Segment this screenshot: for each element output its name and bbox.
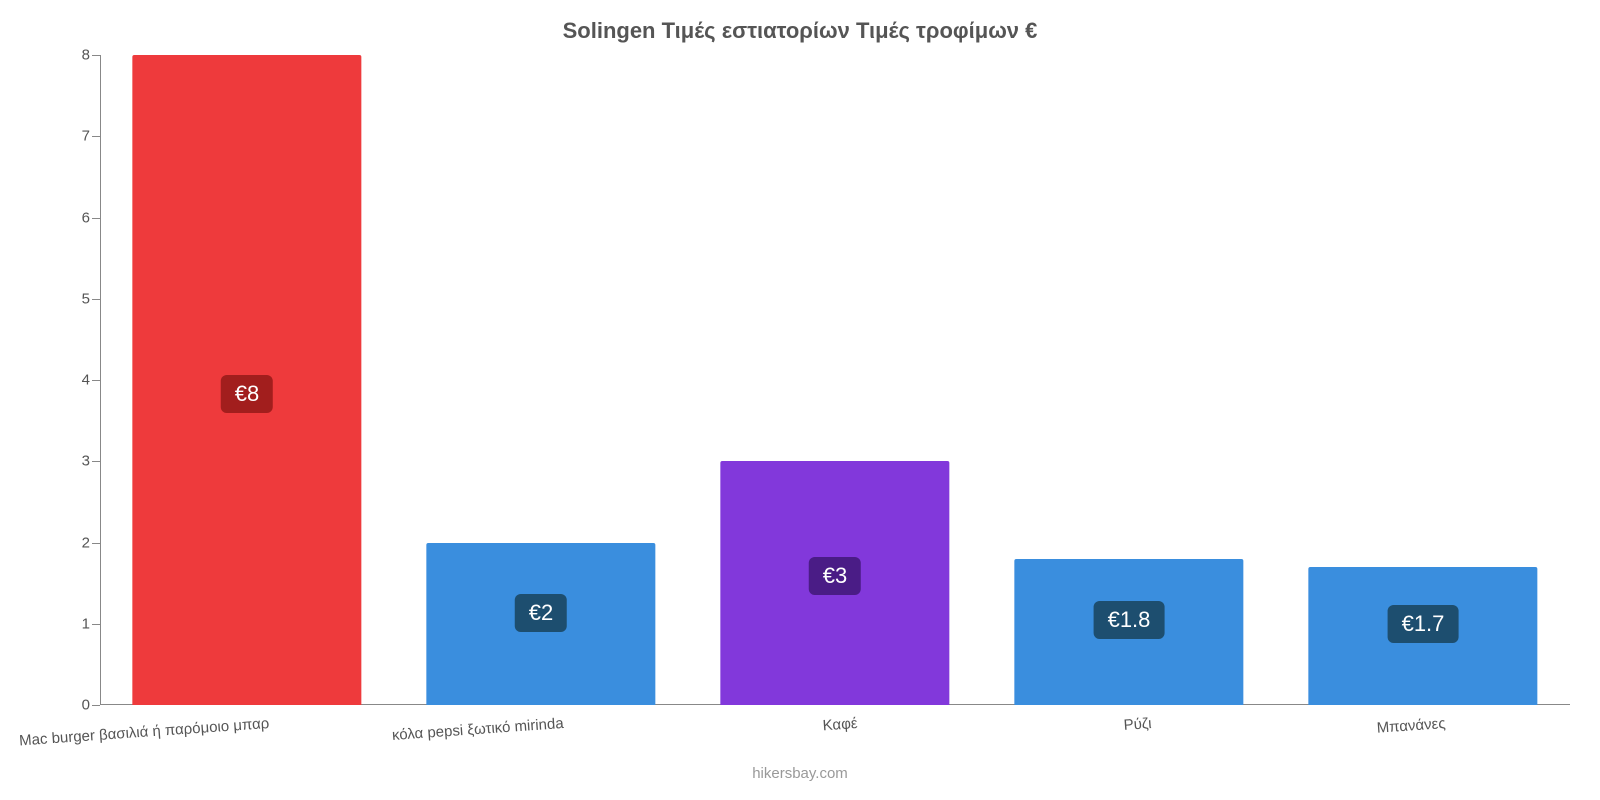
- y-tick: [92, 380, 100, 381]
- value-badge: €1.7: [1388, 605, 1459, 643]
- y-tick: [92, 55, 100, 56]
- y-tick: [92, 543, 100, 544]
- price-bar-chart: Solingen Τιμές εστιατορίων Τιμές τροφίμω…: [0, 0, 1600, 800]
- x-tick-label: Μπανάνες: [1376, 715, 1446, 737]
- value-badge: €1.8: [1094, 601, 1165, 639]
- bar-slot: €1.7: [1276, 55, 1570, 705]
- x-tick-label: κόλα pepsi ξωτικό mirinda: [391, 715, 564, 744]
- bar-slot: €2: [394, 55, 688, 705]
- chart-title: Solingen Τιμές εστιατορίων Τιμές τροφίμω…: [0, 18, 1600, 44]
- bar-slot: €8: [100, 55, 394, 705]
- y-tick-label: 2: [50, 534, 90, 551]
- bar-slot: €1.8: [982, 55, 1276, 705]
- value-badge: €3: [809, 557, 861, 595]
- y-tick-label: 8: [50, 47, 90, 64]
- y-tick-label: 7: [50, 128, 90, 145]
- bar-slot: €3: [688, 55, 982, 705]
- y-tick: [92, 624, 100, 625]
- y-tick-label: 0: [50, 697, 90, 714]
- y-tick-label: 4: [50, 372, 90, 389]
- y-tick-label: 5: [50, 290, 90, 307]
- value-badge: €8: [221, 375, 273, 413]
- y-tick-label: 1: [50, 615, 90, 632]
- y-tick: [92, 705, 100, 706]
- x-tick-label: Mac burger βασιλιά ή παρόμοιο μπαρ: [19, 715, 270, 749]
- y-tick: [92, 299, 100, 300]
- y-tick-label: 3: [50, 453, 90, 470]
- y-tick: [92, 218, 100, 219]
- attribution-text: hikersbay.com: [0, 765, 1600, 782]
- x-tick-label: Καφέ: [822, 715, 858, 734]
- y-tick: [92, 136, 100, 137]
- x-tick-label: Ρύζι: [1123, 715, 1152, 734]
- plot-area: 012345678€8Mac burger βασιλιά ή παρόμοιο…: [100, 55, 1570, 705]
- value-badge: €2: [515, 594, 567, 632]
- y-tick-label: 6: [50, 209, 90, 226]
- y-tick: [92, 461, 100, 462]
